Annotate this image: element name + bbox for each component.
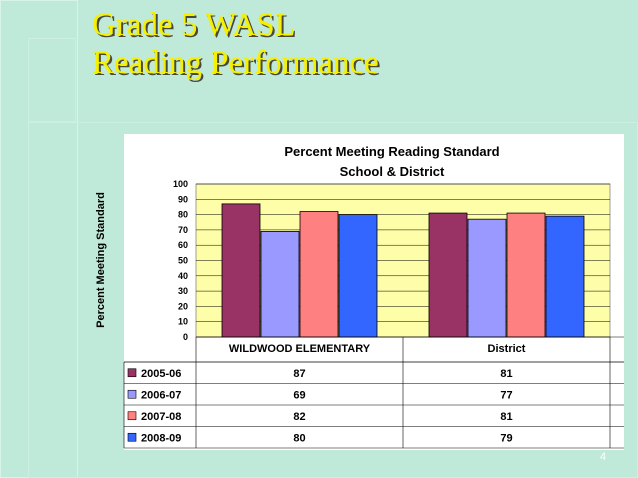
slide-title: Grade 5 WASL Reading Performance: [92, 6, 379, 82]
data-label: 80: [293, 432, 305, 444]
bar: [221, 203, 261, 338]
y-tick-label: 50: [178, 256, 188, 266]
legend-label: 2007-08: [141, 411, 181, 423]
bar: [428, 212, 468, 338]
data-label: 87: [293, 368, 305, 380]
category-label: WILDWOOD ELEMENTARY: [229, 343, 371, 355]
slide-title-line-2: Reading Performance: [92, 45, 379, 81]
bar: [338, 214, 378, 338]
data-label: 77: [500, 389, 512, 401]
y-tick-label: 10: [178, 317, 188, 327]
slide-title-line-1: Grade 5 WASL: [92, 7, 295, 43]
bar: [260, 231, 300, 338]
page-number: 4: [600, 451, 607, 463]
data-label: 81: [500, 411, 512, 423]
y-tick-label: 80: [178, 210, 188, 220]
y-tick-label: 0: [183, 332, 188, 342]
legend-label: 2008-09: [141, 432, 181, 444]
decorative-frame-inner: [28, 38, 76, 122]
y-tick-label: 40: [178, 271, 188, 281]
y-tick-label: 100: [173, 179, 188, 189]
y-tick-label: 60: [178, 240, 188, 250]
y-tick-label: 70: [178, 225, 188, 235]
data-label: 69: [293, 389, 305, 401]
data-label: 82: [293, 411, 305, 423]
chart-subtitle: School & District: [340, 164, 445, 179]
y-tick-label: 90: [178, 194, 188, 204]
bar: [467, 218, 507, 338]
legend-swatch: [127, 411, 137, 421]
data-label: 79: [500, 432, 512, 444]
y-axis-label: Percent Meeting Standard: [95, 192, 107, 328]
legend-swatch: [127, 368, 137, 378]
legend-swatch: [127, 389, 137, 399]
category-label: District: [488, 343, 526, 355]
data-label: 81: [500, 368, 512, 380]
bar: [299, 211, 339, 338]
legend-swatch: [127, 432, 137, 442]
chart-title: Percent Meeting Reading Standard: [284, 144, 499, 159]
bar: [545, 215, 585, 338]
legend-label: 2006-07: [141, 389, 181, 401]
y-tick-label: 30: [178, 286, 188, 296]
legend-label: 2005-06: [141, 368, 181, 380]
bar: [506, 212, 546, 338]
y-tick-label: 20: [178, 301, 188, 311]
